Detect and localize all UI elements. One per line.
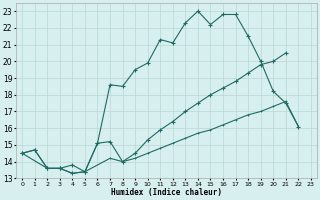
X-axis label: Humidex (Indice chaleur): Humidex (Indice chaleur) bbox=[111, 188, 222, 197]
